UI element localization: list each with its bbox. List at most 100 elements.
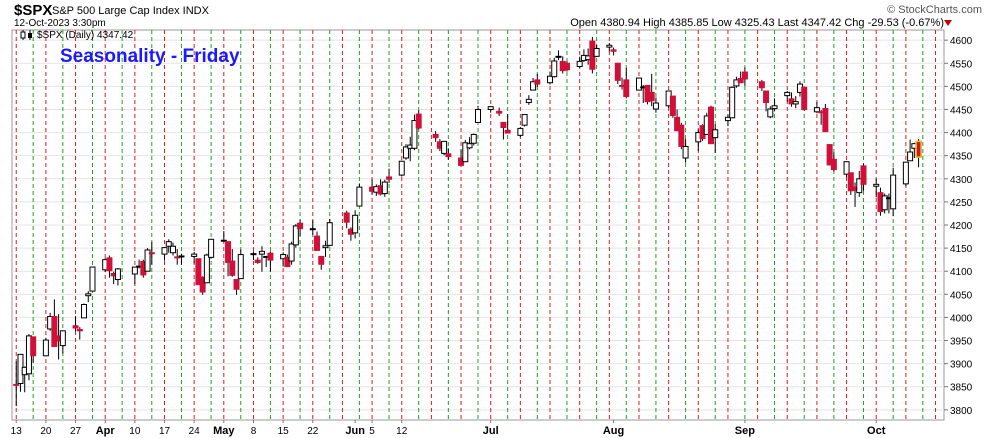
candle-body [284,256,291,268]
candle-body [826,144,833,166]
y-tick-label: 4000 [950,313,973,324]
candle-body [352,214,359,234]
candle-body [521,114,528,126]
candle-body [741,71,748,80]
candle-body [402,146,409,159]
candle-body [563,62,570,71]
candle-body [233,279,240,290]
candle-body [356,186,363,207]
candle-body [309,228,316,231]
candle-body [576,60,583,68]
candle-body [326,222,333,246]
candle-body [250,253,257,256]
x-tick-label: 22 [307,426,319,437]
down-triangle-icon [944,20,952,26]
x-tick-label: 8 [251,426,257,437]
candle-body [195,258,202,286]
candle-body [191,253,198,257]
candle-body [902,161,909,185]
candle-body [30,336,37,357]
candle-body [530,81,537,91]
candle-body [593,47,600,57]
candle-body [813,107,820,113]
high-value: 4385.85 [668,17,709,29]
index-full-name: S&P 500 Large Cap Index INDX [52,5,209,17]
y-tick-label: 3900 [950,360,973,371]
candle-body [258,250,265,255]
candle-body [203,254,210,284]
candle-body [314,235,321,251]
y-tick-label: 3800 [950,406,973,417]
candle-body [504,129,511,134]
low-value: 4325.43 [734,17,775,29]
candle-body [76,328,83,332]
candle-body [669,95,676,116]
y-tick-label: 4050 [950,290,973,301]
candle-body [398,160,405,176]
candle-body [678,124,685,147]
last-candle-highlight [915,140,922,158]
ohlc-readout: Open 4380.94 High 4385.85 Low 4325.43 La… [570,17,944,29]
last-value: 4347.42 [801,17,842,29]
candle-body [674,116,681,132]
candle-body [860,165,867,185]
candle-body [801,86,808,110]
candle-body [737,78,744,84]
candle-body [161,247,168,255]
candle-layer [13,36,922,407]
candle-body [534,79,541,85]
candle-body [297,222,304,230]
candle-body [381,181,388,195]
candle-body [220,239,227,242]
candle-body [237,254,244,280]
candle-body [648,91,655,102]
candle-body [551,60,558,78]
low-label: Low [711,17,732,29]
candle-body [292,225,299,246]
candle-body [144,249,151,272]
candle-body [652,102,659,110]
y-tick-label: 3950 [950,337,973,348]
candle-body [114,268,121,281]
quote-datetime: 12-Oct-2023 3:30pm [14,18,106,29]
y-tick-label: 4350 [950,152,973,163]
candle-body [830,158,837,171]
x-tick-label: Jun [345,425,365,437]
candle-body [517,127,524,136]
candle-body [708,106,714,145]
candle-body [462,142,469,163]
candle-body [322,245,329,249]
candle-body [475,108,481,123]
legend-label: $SPX (Daily) 4347.42 [37,30,134,41]
candle-body [229,260,236,276]
y-tick-label: 4500 [950,82,973,93]
candle-body [51,315,58,348]
candle-body [822,108,829,133]
candle-body [907,151,914,162]
x-tick-label: 15 [278,426,290,437]
stockcharts-credit[interactable]: © StockCharts.com [887,4,982,16]
chg-label: Chg [844,17,865,29]
candle-body [547,75,554,84]
candle-body [873,183,880,187]
candle-body [635,77,642,91]
candle-body [767,108,774,118]
candle-body [470,133,477,144]
candle-body [280,254,287,260]
candle-body [85,293,92,297]
candle-body [13,383,20,386]
candle-body [466,143,473,149]
candle-body [72,325,79,329]
candle-body [432,133,439,139]
y-tick-label: 4450 [950,105,973,116]
candle-body [771,105,778,110]
candle-body [441,140,448,154]
candle-body [199,276,206,293]
series-legend: $SPX (Daily) 4347.42 [20,30,133,41]
y-tick-label: 4250 [950,198,973,209]
candle-body [614,62,621,81]
last-label: Last [777,17,799,29]
x-tick-label: Jul [483,425,499,437]
open-value: 4380.94 [600,17,640,29]
